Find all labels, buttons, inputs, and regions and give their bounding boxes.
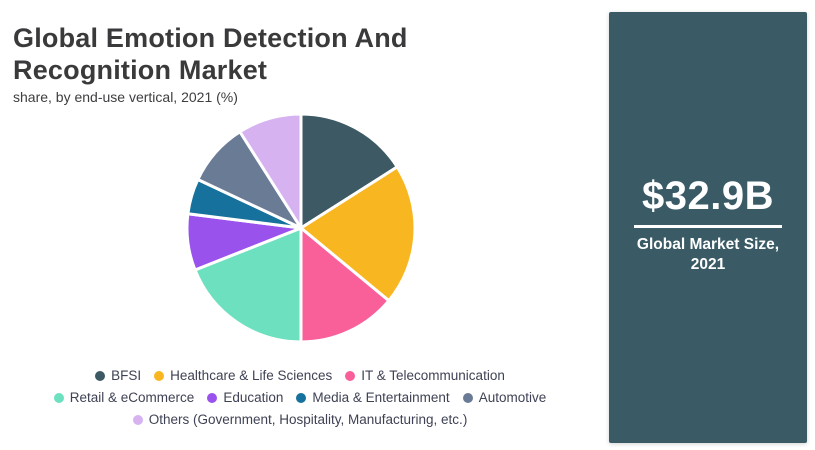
page-title: Global Emotion Detection And Recognition…: [13, 22, 408, 105]
pie-slice-others-government-hospitality-manufacturing-etc: [238, 112, 303, 230]
legend-item-it-telecommunication: IT & Telecommunication: [345, 365, 505, 386]
legend-item-others-government-hospitality-manufacturing-etc: Others (Government, Hospitality, Manufac…: [132, 409, 468, 430]
legend-row: Others (Government, Hospitality, Manufac…: [0, 409, 600, 430]
legend-label: Automotive: [478, 390, 547, 405]
legend-label: Others (Government, Hospitality, Manufac…: [148, 412, 468, 427]
legend-item-education: Education: [207, 387, 283, 408]
legend-color-dot: [296, 392, 307, 403]
legend-label: Media & Entertainment: [312, 390, 450, 405]
page-title-line-1: Global Emotion Detection And: [13, 23, 408, 53]
legend-item-media-entertainment: Media & Entertainment: [296, 387, 450, 408]
market-size-block: $32.9B Global Market Size, 2021: [633, 174, 783, 275]
legend-color-dot: [95, 370, 106, 381]
market-size-panel: $32.9B Global Market Size, 2021: [609, 12, 807, 443]
legend-color-dot: [462, 392, 473, 403]
pie-slice-retail-ecommerce: [193, 226, 303, 344]
legend-color-dot: [154, 370, 165, 381]
pie-slice-bfsi: [299, 112, 399, 230]
market-size-divider: [634, 225, 782, 228]
pie-chart-container: [181, 108, 421, 348]
legend-color-dot: [207, 392, 218, 403]
legend-color-dot: [53, 392, 64, 403]
legend-label: Education: [223, 390, 284, 405]
legend-item-automotive: Automotive: [462, 387, 547, 408]
legend-label: Healthcare & Life Sciences: [170, 368, 333, 383]
legend-row: Retail & eCommerce Education Media & Enter…: [0, 387, 600, 408]
legend-color-dot: [132, 414, 143, 425]
legend-item-healthcare-life-sciences: Healthcare & Life Sciences: [154, 365, 332, 386]
pie-chart: [185, 112, 417, 344]
legend-label: Retail & eCommerce: [69, 390, 195, 405]
legend-item-bfsi: BFSI: [95, 365, 141, 386]
market-size-caption-line-2: 2021: [690, 256, 726, 273]
market-size-value: $32.9B: [642, 174, 774, 218]
page-title-line-2: Recognition Market: [13, 55, 268, 85]
pie-slice-healthcare-life-sciences: [299, 165, 417, 303]
legend-label: IT & Telecommunication: [361, 368, 505, 383]
legend-color-dot: [345, 370, 356, 381]
legend-label: BFSI: [111, 368, 142, 383]
pie-slice-it-telecommunication: [299, 226, 391, 344]
chart-legend: BFSI Healthcare & Life Sciences IT & Telec…: [0, 365, 600, 430]
legend-row: BFSI Healthcare & Life Sciences IT & Telec…: [0, 365, 600, 386]
legend-item-retail-ecommerce: Retail & eCommerce: [53, 387, 195, 408]
market-size-caption-line-1: Global Market Size,: [636, 236, 780, 253]
chart-subtitle: share, by end-use vertical, 2021 (%): [13, 89, 238, 105]
